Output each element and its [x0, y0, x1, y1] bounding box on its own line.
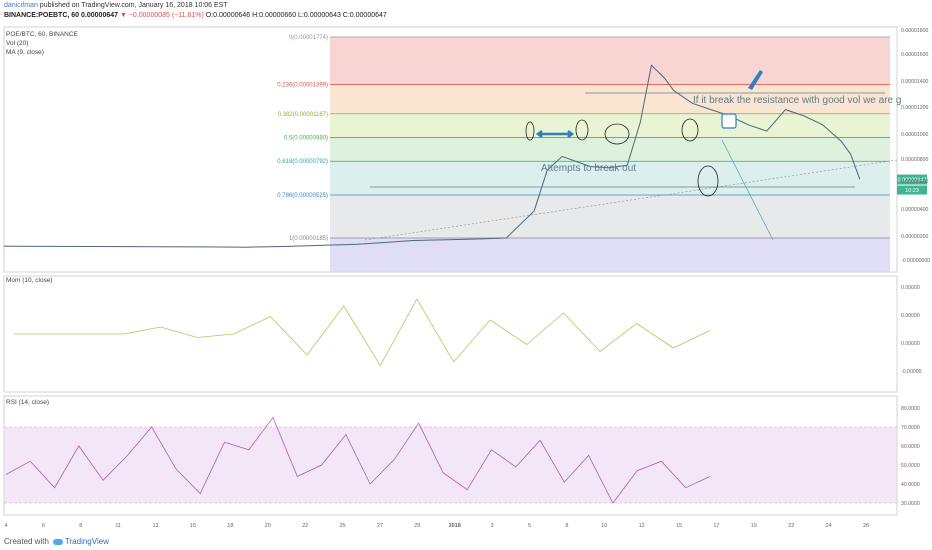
x-axis-tick: 22	[788, 523, 794, 529]
double-arrow-icon	[535, 130, 575, 138]
footer-created: Created with	[4, 537, 49, 546]
x-axis-tick: 15	[190, 523, 196, 529]
published-text: published on TradingView.com, January 16…	[37, 2, 228, 9]
annotation-circle	[575, 119, 589, 141]
x-axis-tick: 17	[713, 523, 719, 529]
attempts-annotation: Attempts to break out	[541, 163, 636, 174]
legend-ma[interactable]: MA (9, close)	[6, 49, 44, 56]
x-axis-tick: 22	[302, 523, 308, 529]
price-axis-tick: 0.00000200	[901, 234, 929, 240]
countdown-tag	[897, 185, 927, 195]
change-value: ▼ −0.00000085 (−11.61%)	[119, 12, 204, 19]
x-axis-tick: 19	[751, 523, 757, 529]
rsi-axis-tick: 50.0000	[901, 463, 920, 469]
price-axis-tick: 0.00001800	[901, 28, 929, 34]
annotation-circle	[525, 121, 535, 141]
rocket-icon	[748, 70, 763, 90]
ohlc-values: O:0.00000646 H:0.00000660 L:0.00000643 C…	[205, 12, 387, 19]
annotation-circle	[697, 165, 719, 197]
fib-level-label: 0.236(0.00001399)	[277, 82, 328, 88]
thumb-icon	[721, 113, 737, 129]
countdown-tag-label: 10:23	[905, 188, 919, 194]
x-axis-tick: 6	[42, 523, 45, 529]
rsi-axis-tick: 40.0000	[901, 482, 920, 488]
fib-level-label: 0.618(0.00000792)	[277, 159, 328, 165]
fib-zone	[330, 37, 890, 85]
legend-vol[interactable]: Vol (20)	[6, 40, 29, 47]
x-axis-tick: 26	[863, 523, 869, 529]
rsi-line	[5, 416, 711, 504]
legend-mom[interactable]: Mom (10, close)	[6, 277, 53, 284]
annotation-circle	[681, 118, 699, 142]
x-axis-tick: 25	[339, 523, 345, 529]
last-price-tag	[897, 174, 927, 185]
price-axis-tick: 0.00000800	[901, 157, 929, 163]
price-axis-tick: 0.00001200	[901, 105, 929, 111]
x-axis-tick: 11	[115, 523, 121, 529]
symbol-label: BINANCE:POEBTC, 60	[4, 12, 80, 19]
fib-zone	[330, 161, 890, 195]
momentum-axis-tick: 0.00000	[901, 313, 920, 319]
x-axis-tick: 12	[639, 523, 645, 529]
x-axis-tick: 8	[79, 523, 82, 529]
footer: Created with TradingView	[4, 537, 109, 546]
rsi-band	[4, 427, 897, 503]
x-axis-tick: 29	[414, 523, 420, 529]
last-price: 0.00000647	[81, 12, 119, 19]
author-link[interactable]: danicifman	[4, 2, 38, 9]
fib-zone	[330, 238, 890, 272]
price-axis-tick: 0.00001000	[901, 132, 929, 138]
fib-zone	[330, 194, 890, 238]
x-axis-tick: 2018	[449, 523, 461, 529]
rsi-axis-tick: 30.0000	[901, 501, 920, 507]
footer-brand[interactable]: TradingView	[64, 537, 109, 546]
momentum-line	[14, 298, 711, 367]
price-axis-tick: 0.00000400	[901, 207, 929, 213]
x-axis-tick: 24	[826, 523, 832, 529]
x-axis-tick: 10	[601, 523, 607, 529]
fib-level-label: 0(0.00001774)	[289, 35, 328, 41]
fib-zone	[330, 137, 890, 162]
fib-zone	[330, 84, 890, 114]
projection-line	[721, 139, 774, 241]
x-axis-tick: 3	[491, 523, 494, 529]
rsi-axis-tick: 80.0000	[901, 406, 920, 412]
x-axis-tick: 18	[227, 523, 233, 529]
x-axis-tick: 27	[377, 523, 383, 529]
x-axis-tick: 4	[4, 523, 7, 529]
tradingview-logo-icon	[52, 538, 63, 545]
momentum-panel-frame	[3, 275, 898, 393]
annotation-circle	[604, 123, 630, 145]
fib-level-label: 0.5(0.00000980)	[284, 135, 328, 141]
price-axis-tick: 0.00000600	[901, 179, 929, 185]
momentum-axis-tick: -0.00000	[901, 369, 922, 375]
x-axis-tick: 5	[528, 523, 531, 529]
ma-line	[3, 64, 861, 248]
fib-level-label: 1(0.00000185)	[289, 236, 328, 242]
x-axis-tick: 13	[153, 523, 159, 529]
price-axis-tick: 0.00001600	[901, 52, 929, 58]
fib-level-label: 0.786(0.00000525)	[277, 193, 328, 199]
momentum-axis-tick: 0.00000	[901, 285, 920, 291]
trend-line	[364, 159, 898, 241]
momentum-axis-tick: 0.00000	[901, 341, 920, 347]
x-axis-tick: 8	[565, 523, 568, 529]
x-axis-tick: 15	[676, 523, 682, 529]
fib-level-label: 0.382(0.00001167)	[278, 112, 328, 118]
header-published-line: danicifman published on TradingView.com,…	[4, 2, 228, 9]
legend-main[interactable]: POE/BTC, 60, BINANCE	[6, 31, 78, 38]
price-axis-tick: -0.00000000	[901, 258, 930, 264]
resistance-annotation: If it break the resistance with good vol…	[693, 95, 901, 106]
legend-rsi[interactable]: RSI (14, close)	[6, 399, 49, 406]
rsi-axis-tick: 70.0000	[901, 425, 920, 431]
x-axis-tick: 20	[265, 523, 271, 529]
last-price-tag-label: 0.00000647	[897, 178, 926, 184]
header-symbol-line: BINANCE:POEBTC, 60 0.00000647 ▼ −0.00000…	[4, 12, 387, 19]
rsi-axis-tick: 60.0000	[901, 444, 920, 450]
price-axis-tick: 0.00001400	[901, 79, 929, 85]
